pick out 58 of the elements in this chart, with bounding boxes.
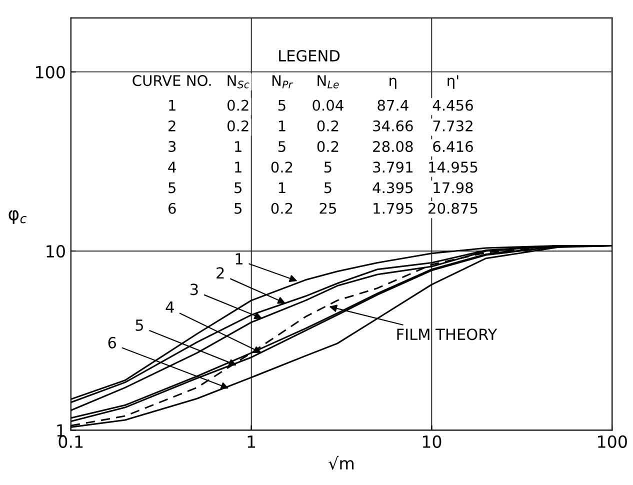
annotation: 3.791 [373, 162, 412, 173]
annotation: 1 [236, 253, 242, 264]
annotation: 4.456 [432, 100, 473, 111]
annotation: 1 [235, 162, 242, 172]
annotation: 0.2 [227, 120, 248, 132]
annotation: 34.66 [373, 120, 413, 132]
annotation: 4 [166, 302, 174, 313]
annotation: 5 [324, 162, 332, 173]
annotation: 0.2 [317, 141, 338, 152]
annotation: 1 [278, 120, 286, 132]
annotation: 5 [278, 141, 286, 152]
annotation: 7.732 [433, 120, 472, 132]
annotation: 5 [234, 182, 242, 194]
annotation: 0.2 [271, 162, 292, 173]
annotation: 4 [168, 162, 176, 172]
annotation: 5 [278, 100, 286, 111]
annotation: 5 [168, 182, 176, 194]
annotation: 2 [216, 267, 224, 278]
annotation: FILM THEORY [397, 328, 498, 340]
legend-title: LEGEND [279, 50, 340, 62]
annotation: 17.98 [434, 182, 473, 194]
annotation: η [390, 78, 396, 89]
annotation: η' [448, 75, 458, 89]
annotation: 4.395 [372, 182, 413, 194]
y-axis-title: φ$_{c}$ [8, 210, 27, 224]
annotation: 0.04 [312, 100, 344, 111]
x-tick-label: 0.1 [58, 435, 83, 448]
annotation: CURVE NO. [132, 75, 211, 86]
annotation: N$_{Sc}$ [228, 75, 250, 88]
annotation: 28.08 [373, 141, 413, 152]
annotation: 25 [320, 202, 336, 214]
annotation: 1 [278, 182, 286, 194]
y-tick-label: 10 [46, 245, 65, 258]
annotation: 20.875 [428, 202, 478, 214]
annotation: 6 [168, 202, 176, 214]
annotation: 3 [168, 141, 176, 152]
annotation: 0.2 [317, 120, 338, 132]
annotation: 3 [190, 284, 198, 296]
annotation: N$_{Pr}$ [272, 75, 293, 88]
x-tick-label: 1 [248, 436, 256, 448]
annotation: 0.2 [271, 202, 292, 214]
annotation: 1 [169, 100, 176, 111]
annotation: 5 [136, 320, 144, 331]
annotation: 2 [168, 120, 176, 132]
annotation: 0.2 [227, 100, 248, 111]
x-tick-label: 10 [422, 435, 442, 448]
annotation: 5 [234, 203, 242, 214]
annotation: 6 [108, 336, 116, 348]
annotation: 6.416 [433, 141, 473, 152]
annotation: 87.4 [378, 100, 408, 111]
x-axis-title: √m [328, 456, 354, 470]
annotation: N$_{Le}$ [318, 75, 339, 88]
x-tick-label: 100 [598, 435, 627, 448]
y-tick-label: 100 [36, 66, 65, 78]
annotation: 1.795 [374, 202, 413, 214]
annotation: 5 [324, 182, 332, 194]
annotation: 1 [235, 141, 242, 152]
annotation: 14.955 [429, 162, 478, 173]
